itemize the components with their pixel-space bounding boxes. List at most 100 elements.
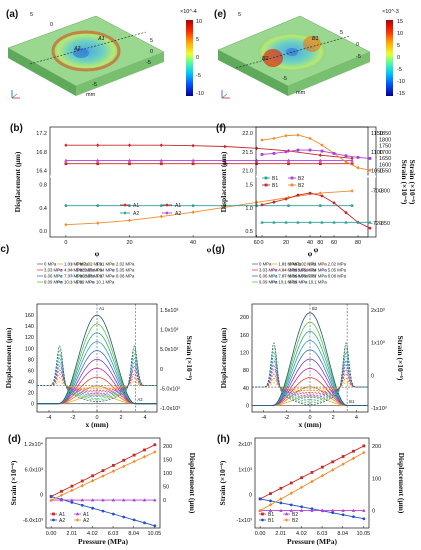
data-point-B1: [260, 153, 264, 156]
data-point-A1: [287, 162, 290, 166]
y2-tick-label: 1.0x10³: [160, 328, 179, 334]
x-tick-label: 4.02: [296, 531, 307, 537]
x-tick-label: 10.05: [356, 531, 370, 537]
data-point-A2: [96, 204, 100, 208]
series-line-B2: [261, 192, 371, 229]
x-tick-label: 0: [308, 415, 311, 421]
axis-triad: [221, 90, 230, 99]
svg-text:0: 0: [196, 55, 199, 61]
x-tick-label: 2.01: [275, 531, 286, 537]
dim-tick: 5: [238, 12, 241, 18]
svg-text:5: 5: [397, 43, 400, 49]
data-point-A2: [350, 204, 354, 208]
data-point-B2: [284, 133, 288, 138]
strain-curve: [252, 382, 368, 390]
legend-label: 4.04 MPa: [96, 268, 115, 273]
x-tick-label: 80: [355, 240, 361, 246]
hotspot-left: [263, 49, 283, 67]
svg-text:0: 0: [397, 55, 400, 61]
x-tick-label: 4: [143, 415, 146, 421]
x-axis-label: φ: [314, 245, 319, 254]
data-point-B2: [320, 194, 324, 198]
legend-marker: [165, 203, 169, 207]
data-point-A2: [223, 158, 227, 162]
legend-marker: [52, 512, 55, 516]
panel-label: (b): [10, 123, 23, 134]
data-point-B2: [272, 200, 276, 204]
strain-curve: [252, 364, 368, 397]
legend-label: 9.09 MPa: [259, 280, 278, 285]
strain-curve: [37, 377, 157, 390]
legend-label: 0 MPa: [76, 262, 89, 267]
x-tick-label: 8.04: [337, 531, 348, 537]
legend-marker: [264, 176, 268, 180]
data-point-A2: [49, 498, 53, 502]
data-point-A2: [132, 459, 136, 464]
strain-curve: [37, 365, 157, 394]
data-point-A1: [153, 498, 157, 502]
legend-label: 3.03 MPa: [289, 268, 308, 273]
data-point-B2: [289, 491, 293, 495]
data-point-A1: [255, 146, 259, 151]
data-point-A1: [318, 153, 322, 158]
y2-axis-label: Strain (×10⁻⁶): [408, 160, 417, 205]
y2-tick-label: 5.0x10²: [160, 347, 179, 353]
data-point-A2: [318, 204, 322, 208]
probe-line: [235, 35, 351, 69]
x-tick-label: 0: [260, 240, 263, 246]
legend-label: 3.03 MPa: [76, 268, 95, 273]
data-point-B1: [320, 149, 324, 153]
data-point-A2: [286, 158, 291, 162]
x-tick-label: 20: [126, 240, 132, 246]
data-point-B1: [320, 465, 324, 469]
mark-label: B2: [312, 306, 318, 311]
y-tick-label: 2x10³: [238, 442, 252, 448]
y-tick-label: 140: [25, 324, 34, 330]
strain-curve: [252, 368, 368, 395]
data-point-A1: [111, 464, 115, 467]
legend-label: B1: [268, 518, 274, 524]
y2-tick-label: 1700: [379, 150, 391, 156]
data-point-B2: [289, 503, 293, 507]
data-point-A2: [64, 222, 68, 227]
y-axis-label: Displacement (μm): [13, 151, 22, 212]
data-point-B2: [272, 136, 276, 141]
data-point-B2: [352, 515, 355, 519]
slab-left-side: [8, 48, 76, 96]
y-axis-label: Displacement (μm): [219, 151, 228, 212]
data-point-A1: [159, 162, 163, 166]
legend-marker: [75, 512, 80, 516]
data-point-B2: [260, 138, 264, 142]
strain-curve: [37, 381, 157, 388]
data-point-B2: [258, 508, 262, 513]
data-point-A2: [122, 515, 126, 519]
data-point-A1: [128, 162, 131, 166]
y-tick-label: 0: [246, 403, 249, 409]
probe-line: [29, 31, 147, 65]
y-tick-label: 1.0: [245, 206, 253, 212]
svg-text:-10: -10: [397, 79, 405, 85]
center-low-strain: [73, 48, 89, 58]
strain-curve: [252, 373, 368, 393]
data-point-A2: [49, 495, 53, 498]
x-tick-label: 2.01: [66, 531, 77, 537]
x-tick-label: 0.00: [46, 531, 57, 537]
legend-label: 2.02 MPa: [116, 262, 135, 267]
x-tick-label: 60: [254, 240, 260, 246]
data-point-A2: [318, 158, 322, 162]
data-point-B1: [268, 508, 273, 512]
y2-tick-label: 2x10³: [371, 308, 385, 314]
data-point-A2: [101, 474, 105, 478]
data-point-B2: [356, 166, 360, 170]
data-point-A1: [70, 484, 74, 488]
data-point-A2: [127, 158, 132, 162]
colorbar-ticks: 15 10 5 0 -5 -10 -15: [397, 19, 405, 97]
data-point-B2: [344, 159, 348, 164]
y-tick-label: 17.2: [36, 131, 47, 137]
plot-frame: [254, 437, 370, 529]
mark-label: B1: [349, 399, 355, 404]
data-point-B2: [310, 479, 314, 484]
y-tick-label: 40: [243, 386, 249, 392]
y-axis-label: Strain (×10⁻⁶): [9, 460, 18, 505]
